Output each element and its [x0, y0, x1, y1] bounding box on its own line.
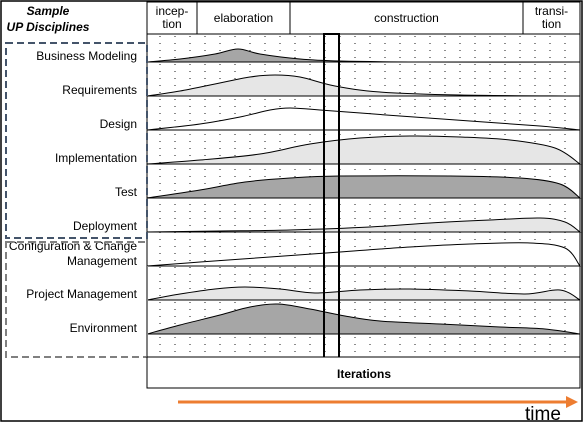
phase-label: tion	[542, 17, 561, 31]
phase-label: transi-	[535, 4, 568, 18]
header-title-line1: Sample	[27, 4, 70, 18]
discipline-labels: Business Modeling Requirements Design Imple…	[9, 49, 138, 335]
effort-curve	[146, 74, 581, 97]
discipline-label: Deployment	[73, 219, 138, 233]
phase-label: tion	[162, 17, 181, 31]
discipline-label: Requirements	[62, 83, 137, 97]
iterations-bar	[146, 356, 581, 389]
phase-label: elaboration	[214, 11, 273, 25]
effort-curves	[146, 48, 582, 335]
iterations-label: Iterations	[337, 367, 391, 381]
time-label: time	[525, 404, 561, 422]
effort-curve	[146, 242, 582, 267]
discipline-label: Project Management	[26, 287, 137, 301]
discipline-label: Test	[115, 185, 138, 199]
phase-header-frame	[146, 1, 581, 35]
header-title-line2: UP Disciplines	[7, 20, 90, 34]
discipline-label: Management	[67, 254, 138, 268]
discipline-label: Design	[100, 117, 137, 131]
time-arrow-head	[566, 396, 578, 408]
effort-curve	[146, 135, 582, 165]
discipline-label: Implementation	[55, 151, 137, 165]
phase-label: incep-	[156, 4, 189, 18]
supporting-disciplines-group	[5, 241, 148, 358]
phase-header: incep-tion elaboration construction transi-…	[146, 1, 581, 35]
engineering-disciplines-group	[5, 42, 148, 239]
phase-label: construction	[374, 11, 439, 25]
effort-curve	[146, 175, 582, 199]
effort-curve	[146, 217, 582, 233]
effort-curve	[146, 107, 581, 131]
discipline-label: Environment	[70, 321, 138, 335]
effort-curve	[146, 303, 581, 335]
discipline-label: Business Modeling	[36, 49, 137, 63]
